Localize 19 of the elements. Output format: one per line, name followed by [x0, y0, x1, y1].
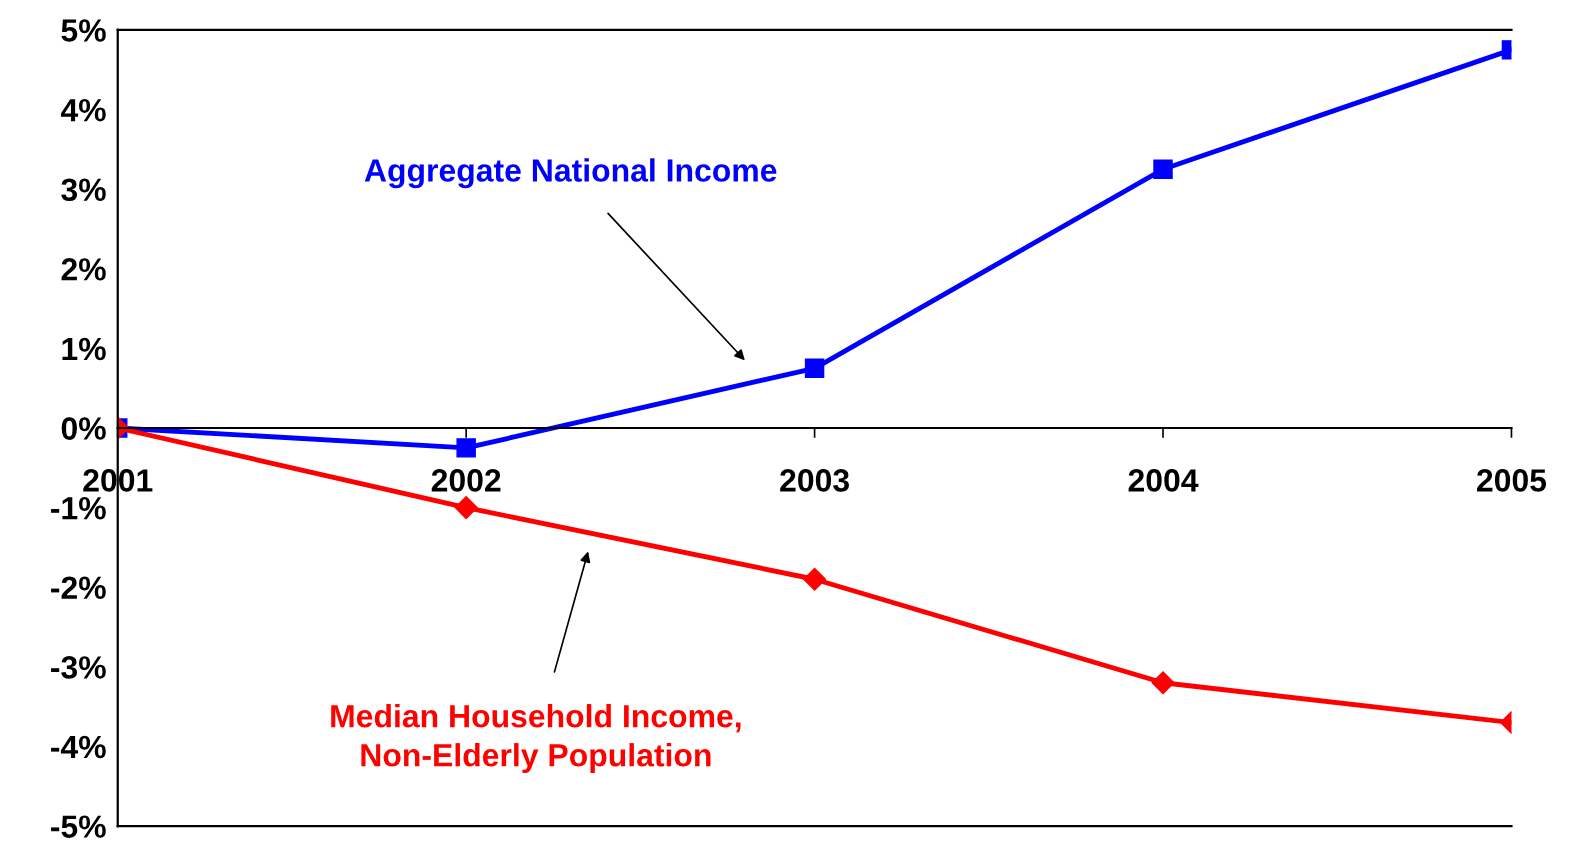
y-tick-label: 1% [62, 337, 106, 361]
y-tick-label: -1% [51, 496, 106, 520]
x-tick-label: 2003 [780, 469, 849, 492]
point [804, 358, 825, 379]
y-tick-label: -3% [51, 656, 106, 679]
x-tick-label: 2004 [1128, 469, 1199, 492]
point [803, 567, 827, 591]
y-tick-label: 2% [61, 258, 106, 281]
text: Aggregate National Income [364, 158, 777, 189]
x-tick-label: 2002 [431, 469, 501, 492]
y-tick-label: -5% [51, 815, 106, 838]
text: Median Household Income, Non-Elderly Population [331, 704, 741, 773]
y-tick-label: 0% [61, 417, 106, 440]
x-tick-label: 2005 [1477, 469, 1547, 492]
y-tick-label: 3% [61, 178, 106, 202]
y-tick-label: -4% [51, 735, 106, 759]
y-tick-label: -2% [51, 576, 106, 600]
y-tick-label: 5% [61, 19, 106, 42]
y-tick-label: 4% [60, 98, 106, 122]
